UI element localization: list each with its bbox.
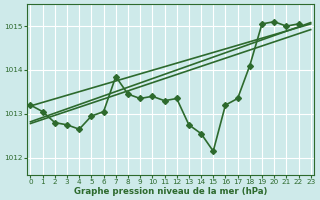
- X-axis label: Graphe pression niveau de la mer (hPa): Graphe pression niveau de la mer (hPa): [74, 187, 267, 196]
